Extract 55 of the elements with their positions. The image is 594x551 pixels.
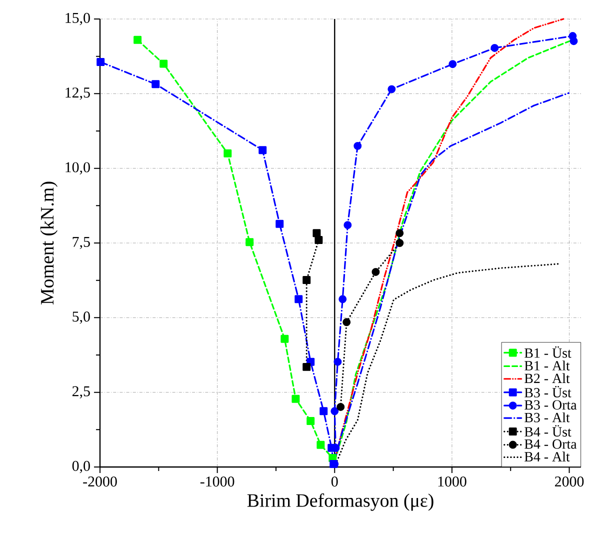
- point: [388, 85, 396, 94]
- point: [292, 394, 300, 403]
- point: [276, 220, 284, 228]
- x-tick-label: -1000: [200, 476, 234, 487]
- point: [396, 229, 404, 238]
- x-tick-label: 1000: [438, 476, 466, 487]
- point: [280, 334, 289, 343]
- y-tick-label: 7,5: [72, 236, 90, 250]
- point: [316, 440, 325, 449]
- y-tick-label: 2,5: [72, 386, 90, 398]
- y-tick-label: 5,0: [72, 312, 90, 324]
- y-tick-label: 0,0: [72, 460, 90, 474]
- point: [334, 358, 342, 366]
- legend-label: B1 - Üst: [524, 346, 572, 358]
- point: [302, 276, 311, 284]
- point: [344, 221, 352, 230]
- y-tick-label: 15,0: [66, 12, 90, 26]
- point: [96, 58, 105, 66]
- legend-label: B3 - Orta: [524, 400, 577, 410]
- point: [224, 149, 232, 158]
- point: [312, 229, 321, 238]
- point: [320, 407, 328, 416]
- point: [448, 60, 457, 68]
- x-tick-label: 2000: [554, 476, 584, 487]
- x-tick-label: 0: [331, 476, 338, 487]
- point: [134, 36, 142, 44]
- x-axis-title: Birim Deformasyon (με): [247, 493, 434, 511]
- point: [306, 417, 315, 425]
- y-axis-title: Moment (kN.m): [40, 182, 58, 304]
- point: [354, 142, 362, 150]
- point: [570, 37, 578, 46]
- point: [342, 318, 351, 326]
- point: [314, 236, 323, 244]
- legend-label: B1 - Alt: [524, 360, 570, 370]
- point: [490, 44, 499, 52]
- point: [396, 239, 404, 247]
- point: [246, 238, 254, 246]
- point: [336, 402, 345, 411]
- legend-label: B3 - Üst: [524, 386, 572, 398]
- point: [258, 146, 267, 154]
- legend-label: B2 - Alt: [524, 373, 570, 384]
- y-tick-label: 10,0: [66, 162, 90, 174]
- legend-label: B4 - Orta: [524, 439, 577, 449]
- legend-label: B3 - Alt: [524, 412, 570, 422]
- point: [152, 80, 160, 88]
- point: [330, 407, 339, 416]
- point: [372, 268, 380, 276]
- x-tick-label: -2000: [83, 476, 117, 487]
- legend-label: B4 - Üst: [524, 425, 572, 437]
- legend-label: B4 - Alt: [524, 452, 570, 462]
- point: [294, 295, 303, 304]
- point: [302, 362, 311, 371]
- point: [338, 295, 347, 304]
- y-tick-label: 12,5: [66, 88, 90, 100]
- point: [160, 60, 168, 68]
